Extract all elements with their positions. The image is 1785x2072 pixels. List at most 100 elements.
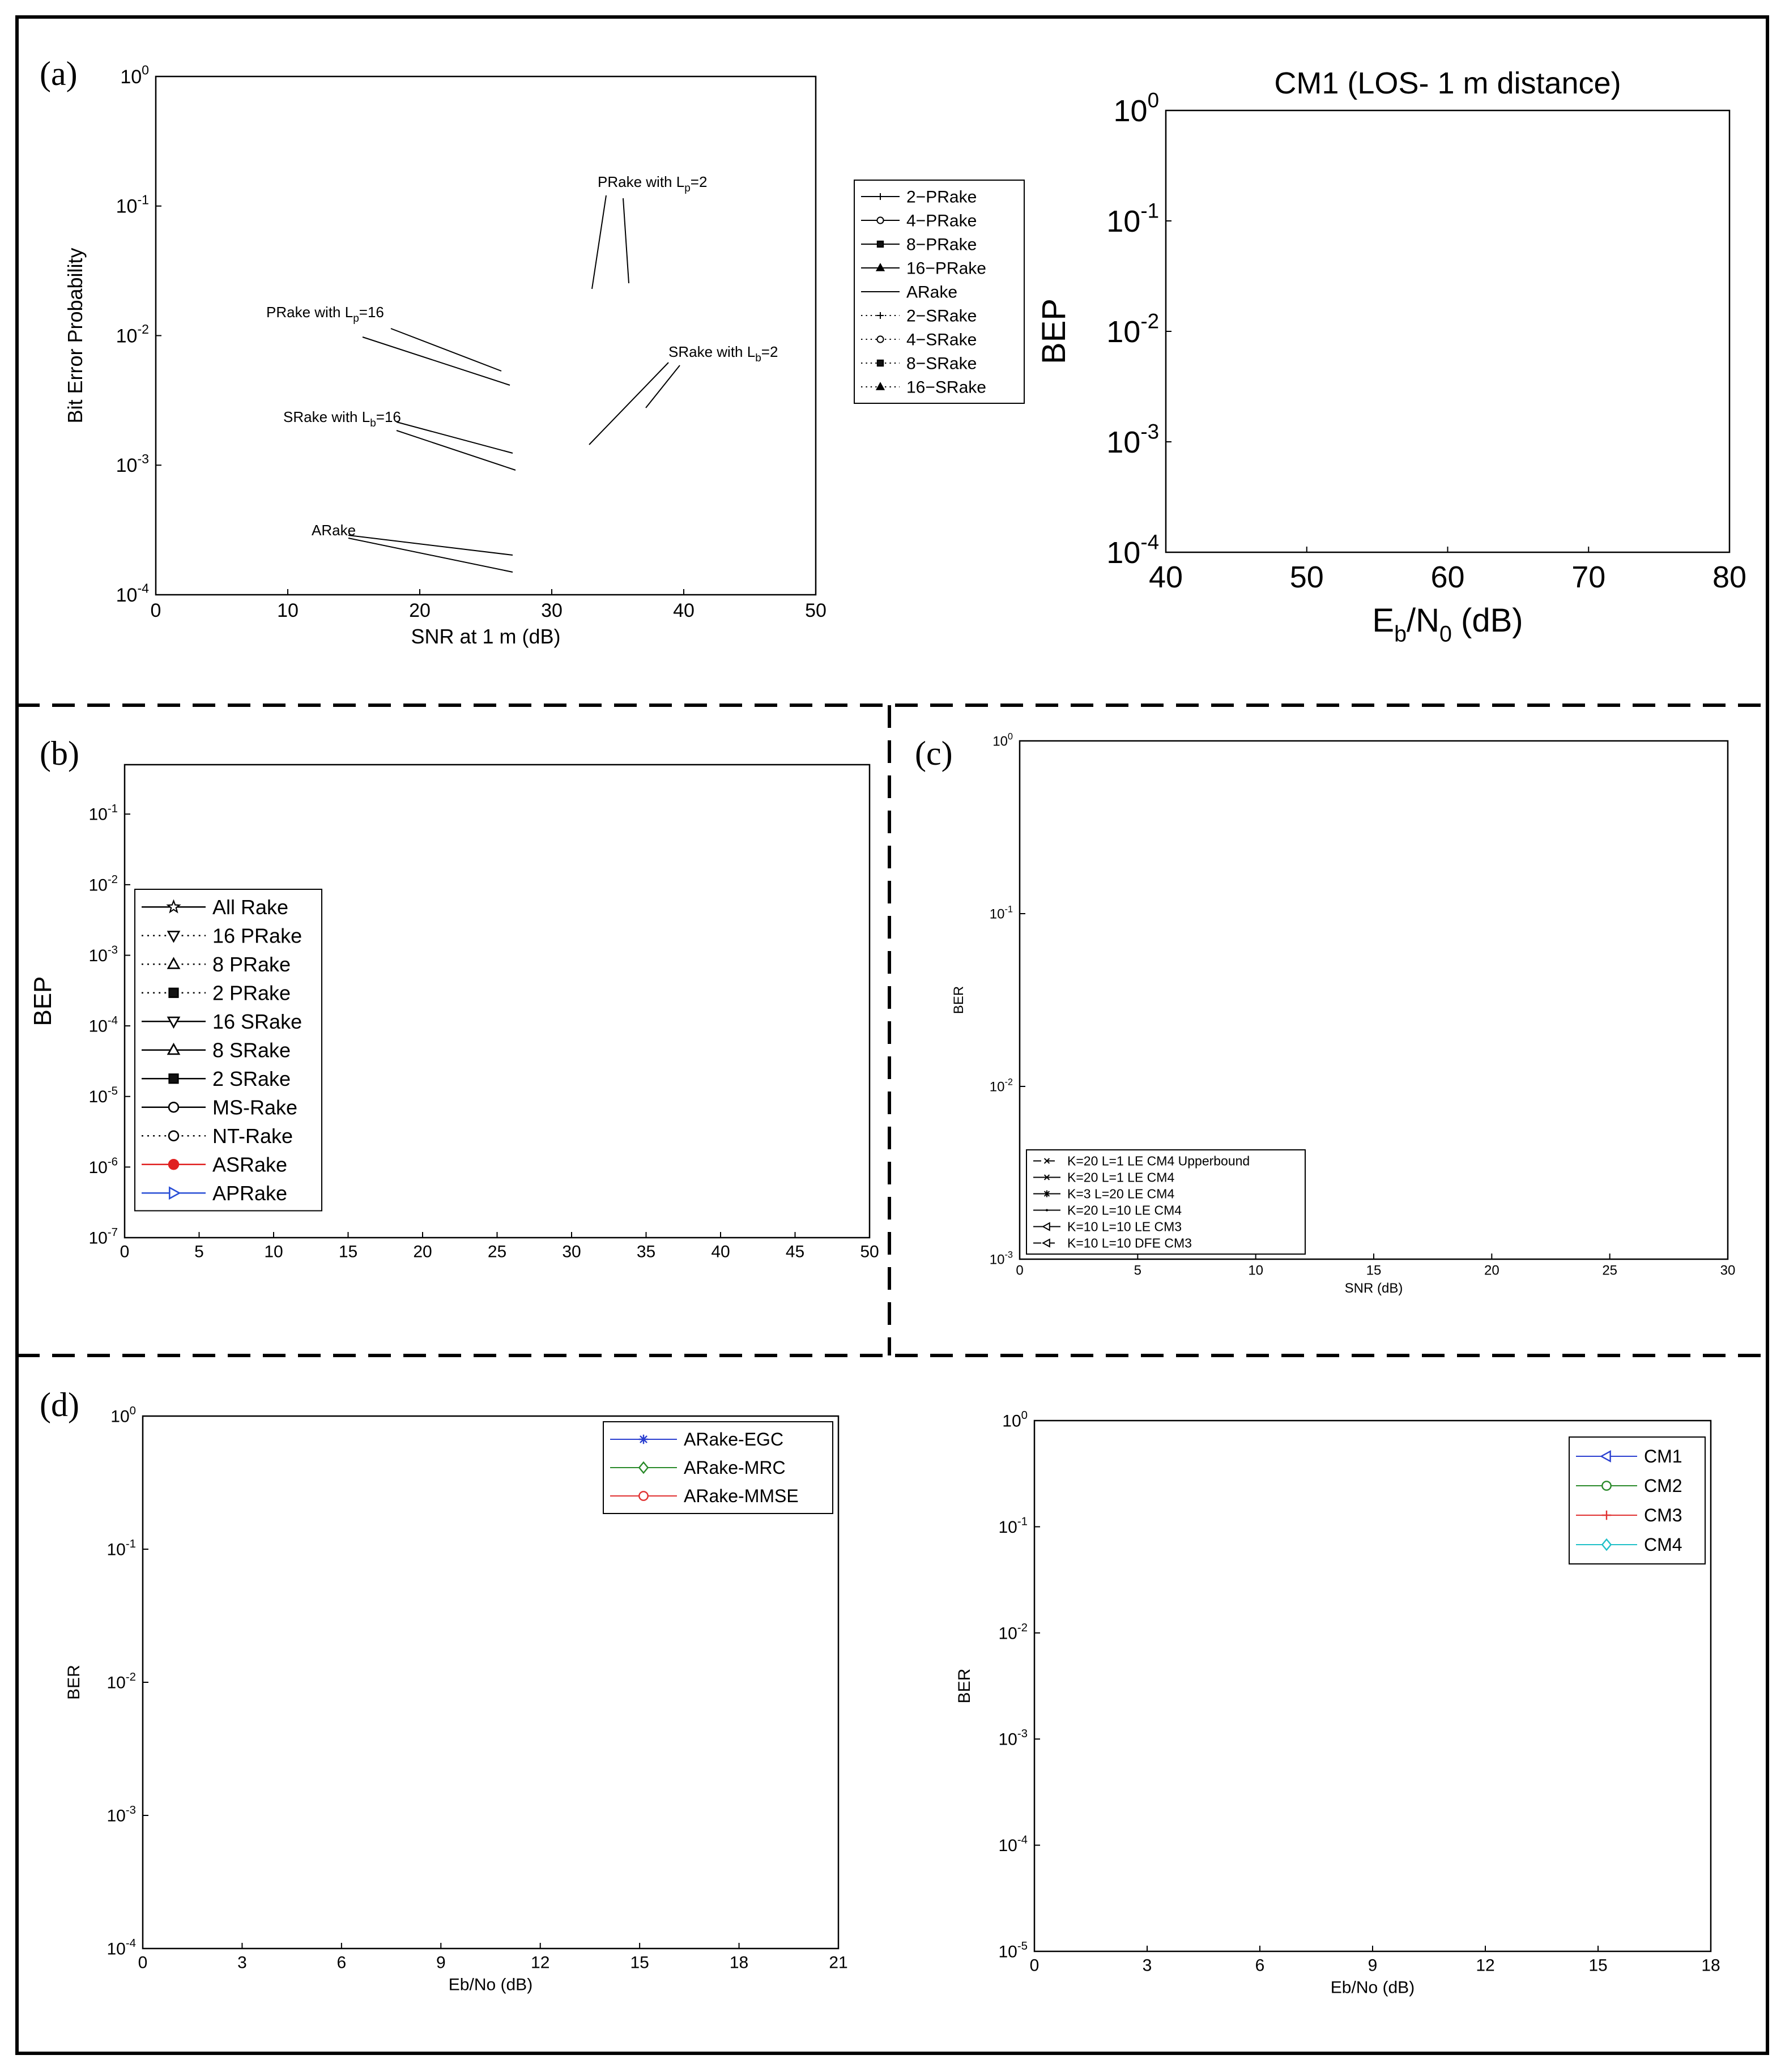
x-tick-label: 0 — [151, 600, 161, 621]
legend-entry: K=20 L=1 LE CM4 Upperbound — [1033, 1154, 1250, 1169]
y-tick-label: 10-2 — [106, 1671, 136, 1692]
y-tick-label: 10-6 — [88, 1156, 118, 1177]
annotation: SRake with Lb=16 — [283, 408, 516, 471]
y-tick-label: 10-3 — [990, 1250, 1013, 1268]
x-tick-label: 80 — [1712, 560, 1746, 594]
legend-label: 16−PRake — [906, 259, 986, 278]
x-tick-label: 20 — [409, 600, 431, 621]
annotation-text: SRake with Lb=2 — [668, 343, 778, 364]
annotation-text: ARake — [312, 522, 356, 539]
legend-entry: CM4 — [1576, 1534, 1682, 1555]
x-axis-title: Eb/No (dB) — [449, 1976, 532, 1994]
legend-label: 8−SRake — [906, 355, 977, 373]
panel-label-b: (b) — [40, 735, 79, 772]
legend-label: CM2 — [1644, 1476, 1682, 1496]
legend-entry: 8−PRake — [861, 236, 977, 254]
legend-label: K=20 L=10 LE CM4 — [1067, 1203, 1182, 1218]
y-tick-label: 10-1 — [116, 192, 149, 217]
legend-label: 2 PRake — [212, 981, 291, 1004]
legend-marker — [1601, 1538, 1612, 1551]
annotation-arrow — [645, 365, 680, 408]
legend-entry: 8−SRake — [861, 355, 977, 373]
legend-entry: 16−SRake — [861, 378, 986, 397]
annotation-main: ARake — [312, 522, 356, 539]
annotation-sub: p — [684, 182, 691, 194]
chart-a-right: 40 50 60 70 80 10-4 10-3 10-2 10-1 100 Eb/N0 (dB) B… — [1036, 66, 1746, 647]
y-tick-label: 10-2 — [990, 1077, 1013, 1095]
legend: 2−PRake 4−PRake 8−PRake 16−PRake ARake 2−SRak… — [854, 180, 1025, 404]
legend-label: 8−PRake — [906, 236, 977, 254]
legend-label: ARake — [906, 283, 957, 302]
x-tick-label: 50 — [805, 600, 827, 621]
y-tick-label: 10-3 — [88, 944, 118, 965]
legend-marker — [1601, 1510, 1612, 1520]
x-tick-label: 35 — [637, 1243, 655, 1261]
legend-marker — [167, 1042, 181, 1055]
legend-label: 8 PRake — [212, 953, 291, 976]
legend-label: CM1 — [1644, 1446, 1682, 1466]
legend-marker — [876, 216, 884, 224]
legend-marker — [168, 1130, 180, 1141]
y-tick-label: 10-5 — [88, 1085, 118, 1107]
x-axis-title: Eb/N0 (dB) — [1372, 602, 1523, 646]
legend-label: 2 SRake — [212, 1067, 291, 1090]
y-tick-label: 100 — [1114, 89, 1160, 128]
legend-label: K=10 L=10 LE CM3 — [1067, 1220, 1182, 1234]
chart-c: 0 5 10 15 20 25 30 10-3 10-2 10-1 100 SNR (dB) BER K=… — [951, 732, 1735, 1296]
x-tick-label: 30 — [1720, 1263, 1736, 1278]
legend-label: 16 SRake — [212, 1010, 302, 1033]
legend-label: All Rake — [212, 896, 288, 919]
x-tick-label: 15 — [1588, 1956, 1607, 1975]
legend-marker — [877, 312, 884, 319]
legend-marker — [1601, 1481, 1612, 1491]
chart-a-left: 0 10 20 30 40 50 10-4 10-3 10-2 10-1 100 SNR at 1 m… — [63, 63, 1025, 648]
x-tick-label: 70 — [1571, 560, 1605, 594]
x-tick-label: 5 — [1134, 1263, 1141, 1278]
legend-label: K=20 L=1 LE CM4 — [1067, 1170, 1174, 1185]
annotation-arrow — [348, 535, 513, 556]
x-tick-label: 12 — [531, 1954, 549, 1972]
x-tick-label: 18 — [730, 1954, 748, 1972]
y-tick-label: 10-1 — [88, 803, 118, 824]
chart-d-right: 0 3 6 9 12 15 18 10-5 10-4 10-3 10-2 10-1 100 Eb/No (… — [955, 1409, 1720, 1997]
legend-entry: APRake — [142, 1182, 287, 1205]
x-tick-label: 15 — [339, 1243, 357, 1261]
legend-entry: 2 SRake — [142, 1067, 291, 1090]
legend-marker — [1043, 1158, 1050, 1164]
legend-marker — [1046, 1209, 1048, 1212]
x-tick-label: 12 — [1476, 1956, 1494, 1975]
legend-label: ARake-EGC — [684, 1429, 783, 1449]
x-tick-label: 15 — [630, 1954, 649, 1972]
y-tick-label: 10-3 — [998, 1728, 1028, 1749]
legend-entry: 2−SRake — [861, 307, 977, 326]
annotation-text: PRake with Lp=16 — [266, 304, 384, 325]
annotation-arrow — [362, 336, 510, 386]
legend-entry: ARake-MRC — [610, 1457, 786, 1478]
panel-label-c: (c) — [915, 735, 953, 772]
y-axis-title: BER — [951, 986, 966, 1014]
plot-frame — [1165, 109, 1731, 553]
legend-label: MS-Rake — [212, 1095, 297, 1119]
x-tick-label: 5 — [194, 1243, 204, 1261]
legend-marker — [167, 1016, 181, 1029]
x-axis-title: Eb/No (dB) — [1331, 1979, 1415, 1997]
x-tick-label: 21 — [829, 1954, 847, 1972]
legend-marker — [875, 263, 885, 271]
legend-entry: 8 PRake — [142, 953, 291, 976]
x-tick-label: 25 — [488, 1243, 506, 1261]
y-axis-title: BEP — [1036, 299, 1072, 364]
legend-entry: ARake-EGC — [610, 1429, 783, 1449]
x-tick-label: 9 — [436, 1954, 446, 1972]
x-tick-label: 30 — [541, 600, 563, 621]
legend: ARake-EGC ARake-MRC ARake-MMSE — [603, 1421, 833, 1514]
legend-entry: NT-Rake — [142, 1124, 293, 1148]
annotation-arrow — [591, 195, 607, 289]
annotation-main: SRake with L — [668, 343, 755, 360]
legend-entry: 16−PRake — [861, 259, 986, 278]
y-tick-label: 10-2 — [116, 322, 149, 347]
x-axis-title: SNR at 1 m (dB) — [411, 625, 560, 648]
legend-marker — [876, 359, 884, 367]
x-tick-label: 0 — [1016, 1263, 1023, 1278]
y-tick-label: 10-4 — [88, 1014, 118, 1036]
x-tick-label: 9 — [1368, 1956, 1378, 1975]
